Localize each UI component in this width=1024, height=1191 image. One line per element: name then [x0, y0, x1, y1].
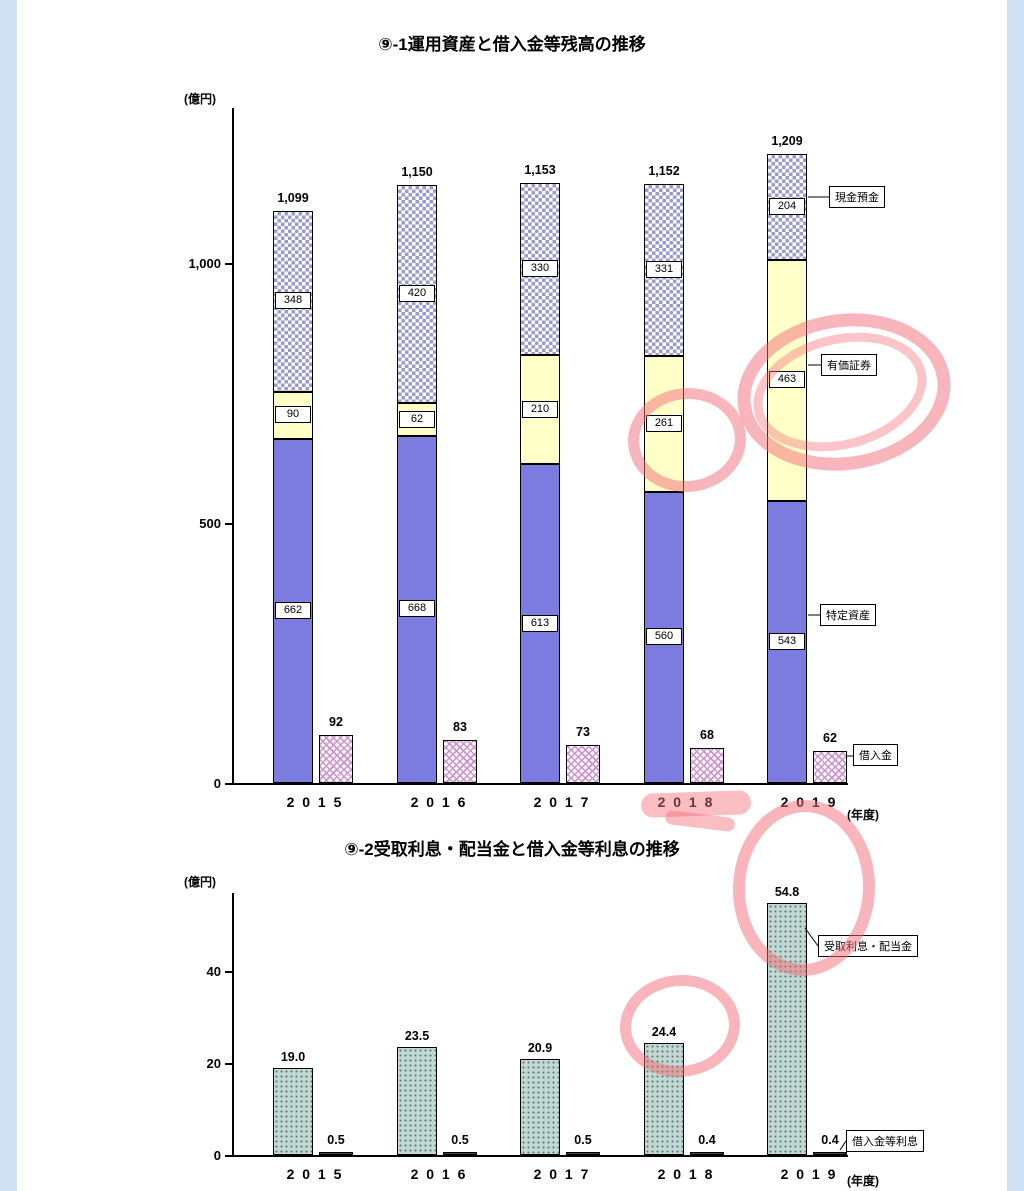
loan-interest-value-label: 0.4 — [698, 1133, 716, 1147]
x-tick-label: 2 0 1 8 — [657, 794, 715, 810]
segment-value-label: 420 — [399, 285, 435, 303]
y-tick-mark — [225, 523, 232, 525]
chart1-unit-label: (億円) — [184, 92, 216, 106]
x-tick-label: 2 0 1 8 — [657, 1166, 715, 1182]
loan-interest-bar-2017 — [566, 1152, 600, 1155]
x-tick-label: 2 0 1 5 — [286, 1166, 344, 1182]
y-tick-mark — [225, 1155, 232, 1157]
dividends-bar-2018 — [644, 1042, 684, 1155]
leader-dividends — [804, 927, 819, 947]
x-tick-label: 2 0 1 9 — [780, 1166, 838, 1182]
dividends-bar-2015 — [273, 1067, 313, 1155]
loan-interest-bar-2019 — [813, 1152, 847, 1155]
x-tick-label: 2 0 1 9 — [780, 794, 838, 810]
segment-value-label: 330 — [522, 260, 558, 278]
dividends-value-label: 20.9 — [527, 1040, 553, 1055]
dividends-bar-2017 — [520, 1058, 560, 1155]
dividends-value-label: 19.0 — [280, 1049, 306, 1064]
loan-bar-2015 — [319, 735, 353, 783]
loan-interest-bar-2016 — [443, 1152, 477, 1155]
chart2-unit-label: (億円) — [184, 875, 216, 889]
y-axis — [232, 893, 234, 1155]
dividends-bar-2019 — [767, 902, 807, 1155]
legend-cash-deposits: 現金預金 — [829, 186, 885, 208]
segment-value-label: 348 — [275, 292, 311, 310]
loan-interest-value-label: 0.4 — [821, 1133, 839, 1147]
loan-interest-value-label: 0.5 — [451, 1133, 469, 1147]
x-tick-label: 2 0 1 7 — [533, 1166, 591, 1182]
y-tick-mark — [225, 263, 232, 265]
page-margin-right — [1007, 0, 1024, 1191]
y-tick-mark — [225, 1063, 232, 1065]
loan-bar-2017 — [566, 745, 600, 783]
loan-value-label: 62 — [823, 730, 837, 745]
segment-value-label: 62 — [399, 410, 435, 428]
y-tick-label: 0 — [213, 776, 221, 791]
segment-value-label: 204 — [769, 197, 805, 215]
dividends-value-label: 54.8 — [774, 884, 800, 899]
legend-interest-dividends: 受取利息・配当金 — [818, 935, 918, 957]
y-tick-label: 40 — [206, 964, 221, 979]
segment-value-label: 463 — [769, 371, 805, 389]
chart2-title: ⑨-2受取利息・配当金と借入金等利息の推移 — [344, 840, 680, 859]
loan-value-label: 73 — [576, 725, 590, 740]
total-label: 1,150 — [401, 165, 433, 179]
loan-value-label: 83 — [453, 719, 467, 734]
segment-value-label: 543 — [769, 632, 805, 650]
x-tick-label: 2 0 1 6 — [410, 1166, 468, 1182]
segment-value-label: 210 — [522, 400, 558, 418]
loan-bar-2016 — [443, 739, 477, 783]
total-label: 1,153 — [524, 163, 556, 178]
dividends-value-label: 24.4 — [651, 1024, 677, 1039]
segment-value-label: 261 — [646, 414, 682, 432]
segment-value-label: 668 — [399, 600, 435, 618]
loan-interest-bar-2015 — [319, 1152, 353, 1155]
x-tick-label: 2 0 1 7 — [533, 794, 591, 810]
segment-value-label: 90 — [275, 406, 311, 424]
page-margin-left — [0, 0, 17, 1191]
loan-bar-2019 — [813, 750, 847, 783]
y-tick-mark — [225, 971, 232, 973]
legend-loan-interest: 借入金等利息 — [846, 1130, 924, 1152]
y-tick-label: 20 — [206, 1056, 221, 1071]
loan-interest-bar-2018 — [690, 1152, 724, 1155]
loan-interest-value-label: 0.5 — [327, 1133, 345, 1147]
chart2-year-axis-suffix: (年度) — [847, 1174, 879, 1188]
legend-securities: 有価証券 — [821, 354, 877, 376]
y-tick-label: 1,000 — [188, 256, 221, 271]
x-tick-label: 2 0 1 6 — [410, 794, 468, 810]
legend-specified-assets: 特定資産 — [820, 604, 876, 626]
leader-loan-interest — [839, 1140, 847, 1151]
legend-loan: 借入金 — [853, 744, 898, 766]
segment-value-label: 613 — [522, 614, 558, 632]
y-tick-mark — [225, 783, 232, 785]
y-tick-label: 0 — [213, 1148, 221, 1163]
chart1-year-axis-suffix: (年度) — [847, 808, 879, 822]
loan-interest-value-label: 0.5 — [574, 1133, 592, 1147]
y-axis — [232, 108, 234, 783]
x-axis — [232, 783, 848, 785]
segment-value-label: 560 — [646, 628, 682, 646]
loan-bar-2018 — [690, 747, 724, 783]
dividends-value-label: 23.5 — [404, 1028, 430, 1043]
segment-value-label: 662 — [275, 601, 311, 619]
chart1-title: ⑨-1運用資産と借入金等残高の推移 — [378, 35, 646, 54]
total-label: 1,099 — [277, 191, 309, 205]
x-tick-label: 2 0 1 5 — [286, 794, 344, 810]
total-label: 1,152 — [648, 163, 680, 178]
x-axis — [232, 1155, 848, 1157]
dividends-bar-2016 — [397, 1046, 437, 1155]
y-tick-label: 500 — [199, 516, 221, 531]
loan-value-label: 68 — [700, 727, 714, 742]
loan-value-label: 92 — [329, 715, 343, 730]
total-label: 1,209 — [771, 133, 803, 148]
segment-value-label: 331 — [646, 261, 682, 279]
